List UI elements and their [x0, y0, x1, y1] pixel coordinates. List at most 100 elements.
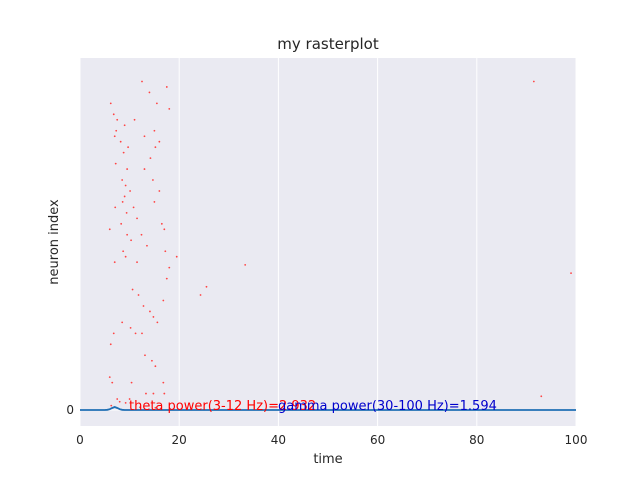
spike-point [532, 80, 535, 83]
spike-point [113, 135, 116, 138]
data-marks [80, 80, 576, 411]
spike-point [133, 118, 136, 121]
spike-point [143, 135, 146, 138]
spike-point [139, 406, 141, 409]
spike-point [111, 381, 114, 384]
spike-point [112, 113, 115, 116]
spike-point [124, 184, 127, 187]
y-axis-label: neuron index [47, 199, 62, 285]
spike-point [162, 299, 165, 302]
x-tick-label: 100 [565, 433, 588, 447]
spike-point [163, 228, 166, 231]
spike-point [244, 264, 247, 266]
spike-point [145, 392, 147, 395]
chart-title: my rasterplot [277, 35, 379, 53]
spike-point [124, 401, 127, 404]
x-tick-label: 80 [469, 433, 484, 447]
spike-point [136, 217, 138, 220]
spike-point [160, 222, 163, 225]
spike-point [143, 168, 146, 170]
spike-point [162, 381, 165, 384]
spike-point [140, 233, 143, 236]
spike-point [121, 201, 124, 203]
spike-point [154, 406, 157, 409]
spike-point [131, 288, 134, 291]
spike-point [152, 179, 154, 181]
spike-point [123, 124, 126, 127]
spike-point [114, 162, 117, 165]
spike-point [141, 80, 143, 83]
power-trace-line [80, 406, 576, 411]
spike-point [154, 146, 157, 149]
spike-point [109, 102, 112, 105]
spike-point [146, 244, 148, 247]
spike-point [142, 305, 145, 307]
axis-ticks: 0 20 40 60 80 100 0 [66, 403, 587, 447]
spike-point [137, 294, 140, 296]
spike-point [113, 261, 116, 264]
spike-point [110, 404, 113, 407]
spike-point [132, 206, 135, 209]
spike-point [115, 129, 118, 132]
spike-point [540, 395, 543, 398]
spike-point [120, 222, 123, 225]
spike-point [119, 140, 122, 143]
spike-point [136, 261, 138, 264]
spike-point [144, 354, 146, 357]
spike-point [164, 250, 167, 253]
spike-point [134, 332, 137, 335]
spike-point [158, 190, 161, 192]
spike-point [152, 316, 155, 318]
spike-point [130, 381, 133, 384]
spike-point [116, 398, 119, 400]
spike-point [154, 365, 157, 368]
spike-point [570, 272, 572, 275]
spike-point [121, 321, 124, 324]
spike-point [148, 91, 151, 94]
spike-point [123, 195, 126, 198]
spike-point [114, 206, 117, 209]
spike-point [122, 250, 125, 253]
theta-power-annotation: theta power(3-12 Hz)=2.932 [129, 399, 316, 414]
spike-point [153, 201, 156, 203]
spike-point [158, 140, 161, 143]
spike-point [129, 190, 131, 192]
spike-point [124, 255, 127, 258]
y-tick-label: 0 [66, 403, 74, 417]
spike-point [109, 343, 112, 346]
spike-point [168, 107, 171, 110]
spike-point [168, 266, 171, 269]
spike-point [130, 239, 132, 242]
spike-point [141, 332, 143, 335]
spike-point [121, 179, 124, 181]
spike-point [156, 321, 159, 324]
spike-point [116, 118, 119, 121]
spike-point [118, 400, 121, 403]
spike-point [149, 157, 152, 160]
spike-point [126, 168, 129, 170]
spike-point [163, 392, 166, 395]
spike-point [126, 233, 129, 236]
spike-point [108, 228, 111, 231]
spike-point [112, 332, 115, 335]
spike-point [151, 359, 153, 362]
x-tick-label: 20 [172, 433, 187, 447]
plot-area [80, 58, 576, 426]
spike-point [122, 151, 125, 154]
x-tick-label: 0 [76, 433, 84, 447]
spike-point [165, 86, 168, 88]
spike-point [108, 376, 111, 379]
spike-point [125, 211, 128, 214]
gamma-power-annotation: gamma power(30-100 Hz)=1.594 [278, 399, 497, 414]
spike-point [149, 310, 151, 313]
spike-point [152, 392, 155, 395]
spike-point [129, 326, 132, 329]
spike-point [127, 146, 130, 149]
spike-point [175, 255, 178, 258]
spike-point [155, 102, 158, 105]
spike-point [205, 285, 208, 288]
x-tick-label: 40 [271, 433, 286, 447]
spike-point [165, 277, 168, 280]
spike-point [199, 294, 202, 296]
